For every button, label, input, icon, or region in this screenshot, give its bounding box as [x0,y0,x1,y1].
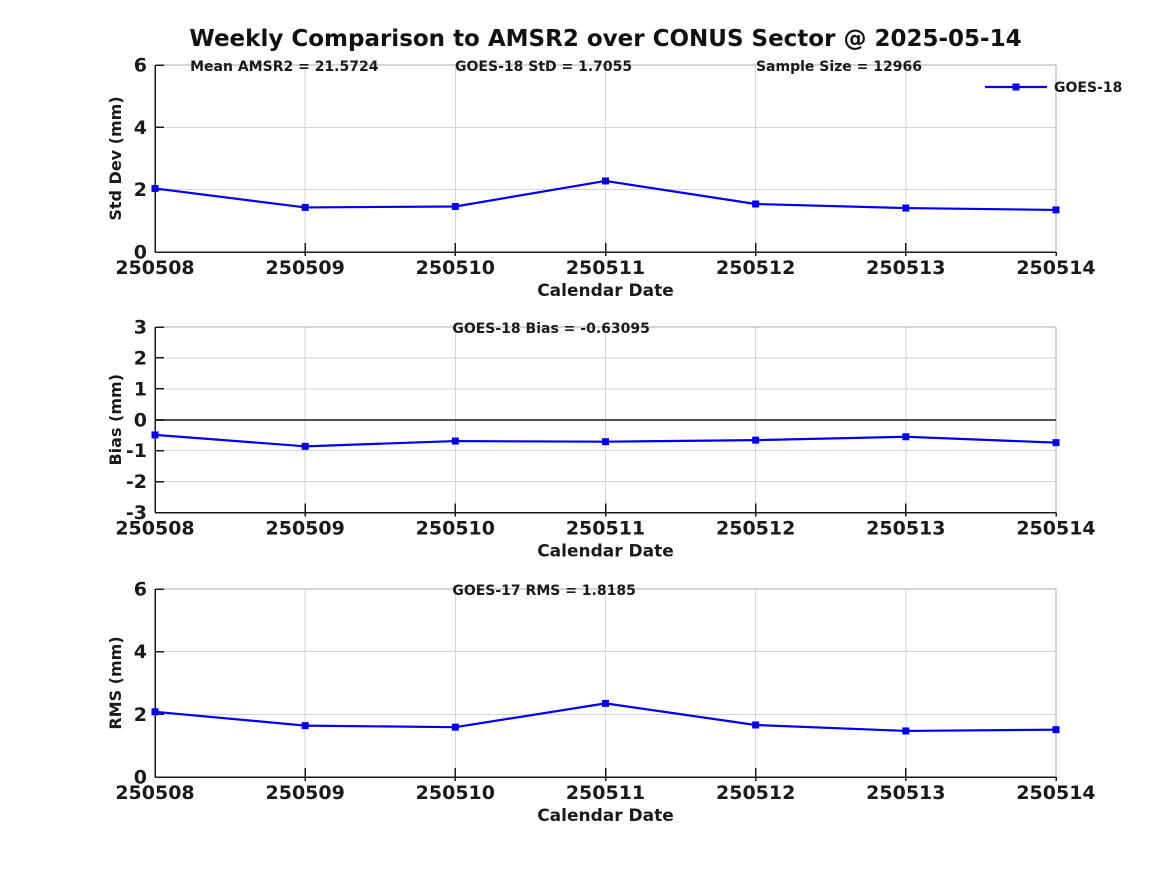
data-point-marker [752,436,760,444]
y-tick-label: 6 [134,55,147,77]
x-tick-label: 250514 [1016,518,1095,540]
legend-label: GOES-18 [1054,80,1122,96]
x-tick-label: 250512 [716,257,795,279]
y-tick-label: 6 [134,579,147,601]
y-tick-label: -1 [126,440,147,462]
annotation: GOES-17 RMS = 1.8185 [452,583,636,599]
data-point-marker [902,204,910,212]
data-point-marker [602,438,609,446]
x-axis-label: Calendar Date [537,542,674,562]
x-tick-label: 250509 [266,782,345,804]
data-point-marker [602,699,609,707]
data-point-marker [902,433,910,441]
annotation: GOES-18 Bias = -0.63095 [452,321,650,337]
figure-title: Weekly Comparison to AMSR2 over CONUS Se… [189,26,1022,52]
y-tick-label: -3 [126,502,147,524]
x-tick-label: 250512 [716,518,795,540]
x-tick-label: 250510 [416,518,495,540]
x-tick-label: 250511 [566,782,645,804]
x-tick-label: 250514 [1016,782,1095,804]
stddev-chart: 0 2 4 6 250508 250509 250510 250511 250512 250513… [106,55,1122,301]
y-axis-label: Std Dev (mm) [106,96,125,220]
y-axis-label: Bias (mm) [106,374,125,466]
data-point-marker [1052,726,1060,734]
annotation: Mean AMSR2 = 21.5724 [190,59,379,75]
y-tick-label: 2 [134,179,147,201]
y-tick-label: 4 [134,641,147,663]
data-point-marker [1052,439,1060,447]
x-tick-label: 250510 [416,257,495,279]
rms-chart: 0 2 4 6 250508 250509 250510 250511 250512 250513… [106,579,1096,827]
annotation: Sample Size = 12966 [756,59,922,75]
x-tick-label: 250511 [566,518,645,540]
annotation: GOES-18 StD = 1.7055 [455,59,632,75]
y-tick-label: 2 [134,347,147,369]
y-tick-label: 3 [134,317,147,339]
data-point-marker [301,442,309,450]
x-tick-label: 250511 [566,257,645,279]
y-axis-label: RMS (mm) [106,636,125,729]
y-tick-label: 4 [134,117,147,139]
x-tick-label: 250513 [866,257,945,279]
data-point-marker [301,722,309,730]
data-point-marker [752,721,760,729]
legend-marker [1012,83,1020,91]
data-point-marker [451,723,459,731]
y-tick-label: 0 [134,767,147,789]
data-point-marker [151,708,159,716]
bias-chart: -3 -2 -1 0 1 2 3 250508 250509 250510 250511 250512… [106,317,1096,562]
x-tick-label: 250508 [115,257,194,279]
x-tick-label: 250513 [866,518,945,540]
x-tick-label: 250510 [416,782,495,804]
data-point-marker [151,184,159,192]
y-tick-label: 2 [134,704,147,726]
data-point-marker [151,431,159,439]
data-point-marker [451,437,459,445]
x-tick-label: 250512 [716,782,795,804]
data-point-marker [301,203,309,211]
data-point-marker [602,177,609,185]
x-tick-label: 250508 [115,518,194,540]
x-axis-label: Calendar Date [537,281,674,301]
y-tick-label: 0 [134,409,147,431]
x-tick-label: 250508 [115,782,194,804]
x-tick-label: 250513 [866,782,945,804]
data-point-marker [1052,206,1060,214]
x-axis-label: Calendar Date [537,806,674,826]
data-point-marker [752,200,760,208]
y-tick-label: 1 [134,378,147,400]
x-tick-label: 250509 [266,518,345,540]
data-point-marker [451,202,459,210]
y-tick-label: -2 [126,471,147,493]
data-point-marker [902,727,910,735]
x-tick-label: 250509 [266,257,345,279]
x-tick-label: 250514 [1016,257,1095,279]
y-tick-label: 0 [134,242,147,264]
